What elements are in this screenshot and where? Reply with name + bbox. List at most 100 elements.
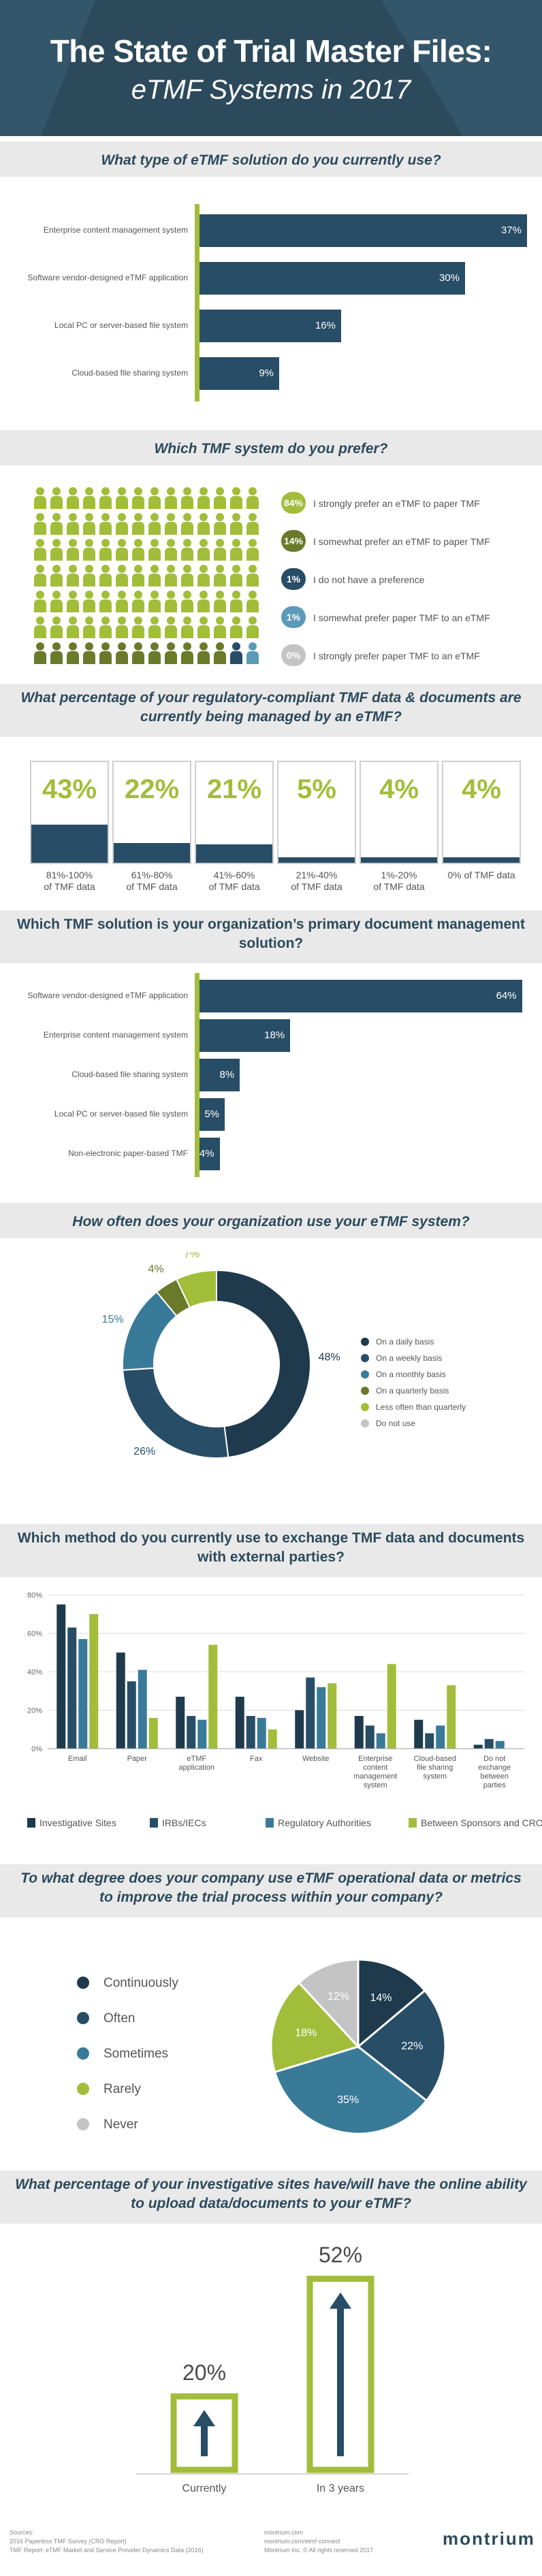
card-label: 61%-80% of TMF data	[108, 870, 196, 893]
pref-pct-badge: 1%	[281, 568, 306, 590]
pie-slice	[297, 1958, 360, 2049]
person-icon	[132, 591, 144, 612]
person-icon	[165, 487, 177, 509]
person-icon	[165, 513, 177, 535]
percent-card: 21%	[195, 761, 274, 864]
percent-card: 43%	[30, 761, 109, 864]
legend-label: On a weekly basis	[376, 1353, 442, 1363]
bar: 30%	[200, 262, 465, 295]
bar-value: 4%	[199, 1148, 214, 1159]
person-icon	[132, 539, 144, 561]
source-2: TMF Report: eTMF Market and Service Prov…	[10, 2547, 204, 2554]
x-tick-label: Email	[68, 1755, 87, 1763]
bar-value: 64%	[496, 990, 517, 1002]
card-range: 21%-40%	[296, 870, 338, 880]
y-tick-label: 80%	[27, 1591, 42, 1600]
person-icon	[181, 591, 193, 612]
bar-value: 5%	[204, 1108, 219, 1120]
person-icon	[83, 642, 95, 664]
legend-swatch	[27, 1818, 35, 1828]
card-fill	[443, 857, 520, 863]
person-icon	[99, 487, 112, 509]
person-icon	[50, 487, 63, 509]
card-range: 1%-20%	[381, 870, 417, 880]
legend-swatch	[409, 1818, 417, 1828]
person-icon	[197, 539, 210, 561]
y-tick-label: 40%	[27, 1668, 42, 1677]
q5-donut-chart: 48% 26% 15% 4% 7% On a daily basis On a weekly…	[102, 1252, 466, 1459]
legend-label: Often	[103, 2011, 135, 2026]
q8-band	[0, 2170, 542, 2224]
legend-label: Sometimes	[103, 2047, 168, 2061]
card-range-sub: of TMF data	[291, 881, 342, 892]
bar: 64%	[200, 980, 522, 1012]
q6-question: Which method do you currently use to exc…	[17, 1530, 525, 1565]
person-icon	[148, 616, 161, 638]
footer-url-2[interactable]: montrium.com/etmf-connect	[264, 2538, 340, 2545]
bar	[328, 1683, 337, 1749]
bar-label: Enterprise content management system	[43, 1030, 188, 1040]
person-icon	[99, 565, 112, 587]
bar	[57, 1604, 66, 1749]
percent-card: 5%	[277, 761, 356, 864]
person-icon	[132, 487, 144, 509]
bar-label: Enterprise content management system	[43, 225, 188, 235]
bar-value: 8%	[219, 1069, 235, 1080]
arrow-shaft	[201, 2424, 208, 2456]
card-range: 41%-60%	[213, 870, 255, 880]
card-pct: 4%	[462, 774, 501, 804]
footer-links: montrium.com montrium.com/etmf-connect M…	[264, 2528, 373, 2555]
legend-label: Do not use	[376, 1419, 415, 1428]
person-icon	[165, 539, 177, 561]
card-label: 21%-40% of TMF data	[272, 870, 361, 893]
person-icon	[181, 565, 193, 587]
arrow-label: Currently	[182, 2483, 227, 2494]
person-icon	[132, 616, 144, 638]
person-icon	[34, 565, 46, 587]
bar	[138, 1670, 147, 1749]
person-icon	[34, 616, 46, 638]
person-icon	[230, 513, 242, 535]
legend-swatch	[77, 2012, 89, 2024]
person-icon	[34, 513, 46, 535]
card-fill	[278, 857, 355, 863]
card-label: 81%-100% of TMF data	[25, 870, 114, 893]
person-icon	[230, 565, 242, 587]
legend-swatch	[361, 1419, 369, 1427]
legend-label: IRBs/IECs	[162, 1817, 206, 1828]
q5-band	[0, 1203, 542, 1238]
q1-question: What type of eTMF solution do you curren…	[101, 152, 441, 168]
person-icon	[116, 487, 128, 509]
bar	[387, 1664, 396, 1749]
person-icon	[197, 591, 210, 612]
legend-swatch	[150, 1818, 158, 1828]
donut-label: 4%	[148, 1264, 163, 1275]
person-icon	[230, 539, 242, 561]
legend-label: Between Sponsors and CROs	[421, 1817, 542, 1828]
pref-label: I strongly prefer an eTMF to paper TMF	[313, 498, 480, 509]
person-icon	[148, 565, 161, 587]
q6-band	[0, 1524, 542, 1577]
x-tick-label: Paper	[127, 1755, 148, 1763]
legend-label: Regulatory Authorities	[278, 1817, 371, 1828]
q3-band	[0, 684, 542, 737]
x-tick-label: Enterprise content management system	[353, 1755, 397, 1789]
person-icon	[197, 642, 210, 664]
montrium-logo: montrium	[443, 2528, 535, 2549]
bar	[447, 1685, 456, 1749]
person-icon	[67, 616, 79, 638]
pie-slice	[270, 1981, 360, 2074]
q6-bar-chart: 0% 20% 40% 60% 80% Email Paper eTMF application F…	[27, 1591, 542, 1828]
legend-label: On a daily basis	[376, 1337, 434, 1347]
card-fill	[31, 825, 108, 863]
person-icon	[50, 513, 63, 535]
arrow-pct: 52%	[319, 2243, 362, 2267]
legend-swatch	[77, 2047, 89, 2060]
person-icon	[34, 642, 46, 664]
bar	[197, 1719, 207, 1749]
q1-band	[0, 142, 542, 177]
person-icon	[246, 616, 259, 638]
bar-value: 37%	[500, 225, 522, 236]
footer-url-1[interactable]: montrium.com	[264, 2529, 304, 2536]
bar-label: Software vendor-designed eTMF applicatio…	[27, 273, 188, 282]
